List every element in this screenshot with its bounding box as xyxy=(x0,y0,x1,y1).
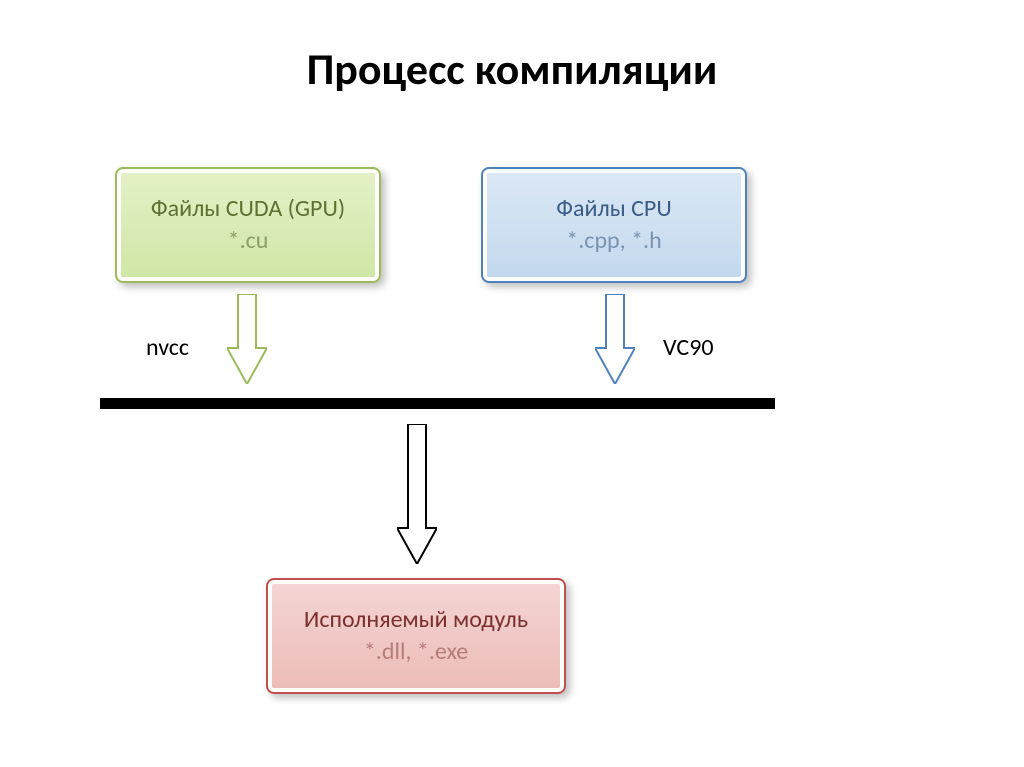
arrow-cuda xyxy=(227,294,267,384)
label-vc90: VC90 xyxy=(663,333,714,362)
separator-bar xyxy=(100,398,775,409)
box-cpu-line1: Файлы CPU xyxy=(556,193,671,225)
slide: Процесс компиляции Файлы CUDA (GPU) *.cu… xyxy=(0,0,1024,767)
box-cuda-files: Файлы CUDA (GPU) *.cu xyxy=(115,167,381,283)
box-cuda-line2: *.cu xyxy=(228,225,269,257)
box-output-line2: *.dll, *.exe xyxy=(364,636,468,668)
box-output-module: Исполняемый модуль *.dll, *.exe xyxy=(266,578,566,694)
arrow-cpu xyxy=(595,294,635,384)
arrow-output xyxy=(397,424,437,564)
box-output-line1: Исполняемый модуль xyxy=(304,604,528,636)
box-cpu-files: Файлы CPU *.cpp, *.h xyxy=(481,167,747,283)
label-nvcc: nvcc xyxy=(146,333,189,362)
box-cpu-line2: *.cpp, *.h xyxy=(566,225,661,257)
slide-title: Процесс компиляции xyxy=(0,42,1024,96)
box-cuda-line1: Файлы CUDA (GPU) xyxy=(151,193,345,225)
